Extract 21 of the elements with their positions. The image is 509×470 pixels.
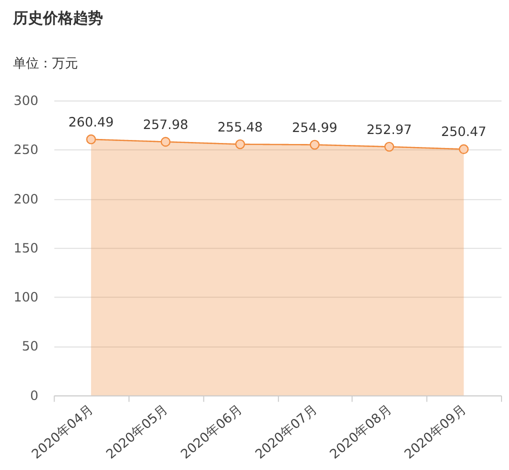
data-label: 260.49 <box>68 115 114 130</box>
point <box>235 139 246 150</box>
data-label: 257.98 <box>142 118 188 133</box>
y-tick-label: 300 <box>14 94 38 109</box>
y-tick-label: 0 <box>30 388 38 404</box>
data-label: 252.97 <box>366 122 412 138</box>
y-tick-label: 200 <box>14 192 38 208</box>
chart-title: 历史价格趋势 <box>12 8 104 27</box>
point <box>384 142 394 152</box>
point <box>458 144 469 154</box>
data-label: 255.48 <box>218 120 263 136</box>
data-label: 250.47 <box>441 125 486 140</box>
point <box>86 134 96 144</box>
y-tick-label: 250 <box>14 143 38 158</box>
y-tick-label: 100 <box>14 290 38 306</box>
chart-subtitle: 单位：万元 <box>13 56 78 72</box>
y-tick-label: 150 <box>14 241 38 256</box>
y-tick-label: 50 <box>22 340 38 355</box>
data-label: 254.99 <box>292 120 338 136</box>
point <box>160 136 171 147</box>
point <box>310 140 320 150</box>
